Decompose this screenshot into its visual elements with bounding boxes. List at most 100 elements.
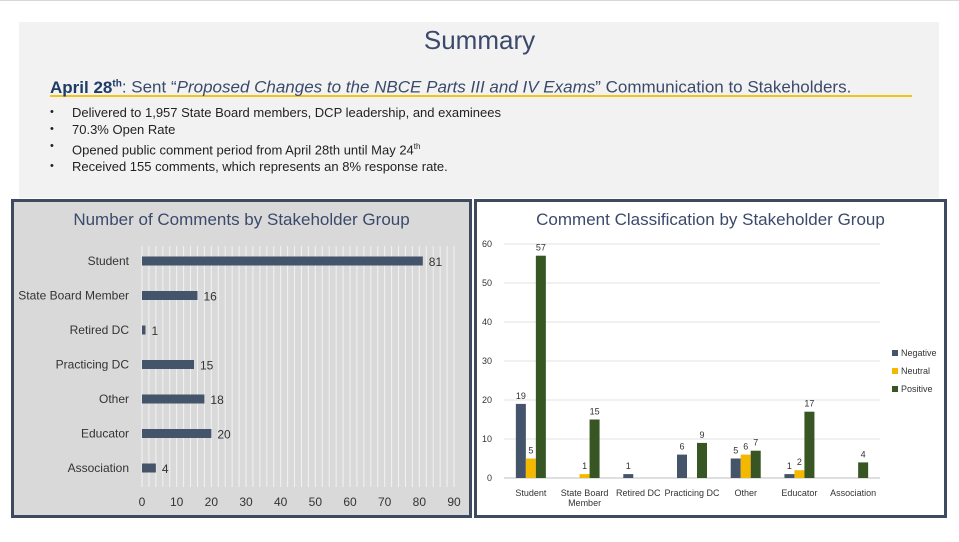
data-label: 17 [804, 399, 814, 409]
x-tick-label: 30 [239, 495, 253, 509]
bar-negative [677, 454, 687, 478]
subtitle: April 28th: Sent “Proposed Changes to th… [50, 73, 912, 97]
bar [142, 325, 146, 335]
legend-swatch [892, 368, 898, 374]
category-label: Educator [781, 488, 817, 498]
bar-positive [589, 419, 600, 478]
y-tick-label: 30 [482, 356, 492, 366]
bar-positive [535, 255, 546, 478]
subtitle-date-text: April 28 [50, 77, 113, 97]
data-label: 4 [162, 462, 169, 476]
bullet-text: Opened public comment period from April … [72, 142, 414, 158]
legend-swatch [892, 386, 898, 392]
data-label: 7 [753, 438, 758, 448]
bar [142, 394, 205, 404]
bar-neutral [579, 474, 590, 478]
x-tick-label: 60 [343, 495, 357, 509]
legend-label: Positive [901, 384, 933, 394]
subtitle-date: April 28th [50, 78, 122, 97]
bar [142, 360, 194, 369]
category-label: State Board [561, 488, 609, 498]
x-tick-label: 20 [205, 495, 219, 509]
data-label: 1 [626, 461, 631, 471]
category-label: Practicing DC [56, 358, 130, 372]
data-label: 6 [679, 442, 684, 452]
data-label: 1 [582, 461, 587, 471]
bullet-text: Received 155 comments, which represents … [72, 159, 448, 175]
bar [142, 463, 156, 473]
data-label: 16 [203, 290, 217, 304]
category-label: Association [830, 488, 876, 498]
y-tick-label: 60 [482, 239, 492, 249]
legend-label: Negative [901, 348, 937, 358]
subtitle-italic: Proposed Changes to the NBCE Parts III a… [176, 77, 596, 97]
classification-chart-title: Comment Classification by Stakeholder Gr… [536, 210, 885, 229]
bullet-item: Received 155 comments, which represents … [50, 158, 501, 175]
data-label: 5 [528, 446, 533, 456]
x-tick-label: 0 [139, 495, 146, 509]
category-label: Educator [81, 427, 129, 441]
bar-positive [858, 462, 869, 478]
y-tick-label: 50 [482, 278, 492, 288]
subtitle-post: ” Communication to Stakeholders. [595, 77, 852, 97]
bar-positive [804, 411, 815, 478]
category-label: Other [734, 488, 757, 498]
data-label: 6 [743, 442, 748, 452]
bullet-text: Delivered to 1,957 State Board members, … [72, 105, 501, 120]
data-label: 15 [590, 407, 600, 417]
data-label: 9 [699, 430, 704, 440]
category-label: Student [515, 488, 547, 498]
x-tick-label: 70 [378, 495, 392, 509]
category-label: Practicing DC [664, 488, 720, 498]
data-label: 81 [429, 255, 443, 269]
data-label: 57 [536, 243, 546, 253]
legend-swatch [892, 350, 898, 356]
legend-label: Neutral [901, 366, 930, 376]
data-label: 19 [516, 391, 526, 401]
category-label: Retired DC [616, 488, 661, 498]
bar-neutral [740, 454, 751, 478]
bar-negative [784, 474, 795, 478]
data-label: 2 [797, 457, 802, 467]
bar-negative [623, 474, 634, 478]
y-tick-label: 10 [482, 434, 492, 444]
y-tick-label: 20 [482, 395, 492, 405]
bar-neutral [525, 458, 536, 478]
data-label: 20 [217, 428, 231, 442]
data-label: 5 [733, 446, 738, 456]
top-rule [0, 0, 959, 1]
bullet-sup: th [413, 142, 421, 151]
x-tick-label: 40 [274, 495, 288, 509]
category-label: Member [568, 498, 601, 508]
data-label: 15 [200, 359, 214, 373]
subtitle-date-suffix: th [112, 78, 122, 89]
category-label: Association [68, 461, 129, 475]
subtitle-pre: : Sent “ [121, 77, 177, 97]
comments-chart-title: Number of Comments by Stakeholder Group [73, 210, 410, 229]
category-label: State Board Member [18, 289, 129, 303]
y-tick-label: 40 [482, 317, 492, 327]
comments-bar-chart: 0 10 20 30 40 50 60 70 80 90 Student 81 State Board … [18, 246, 461, 509]
bullet-item: Delivered to 1,957 State Board members, … [50, 104, 501, 121]
bar-positive [750, 450, 761, 478]
bar [142, 256, 423, 266]
bar-negative [730, 458, 741, 478]
bar [142, 291, 198, 300]
bar-positive [697, 442, 707, 478]
bar [142, 429, 212, 438]
data-label: 18 [210, 393, 224, 407]
data-label: 4 [861, 449, 866, 459]
category-label: Student [88, 254, 130, 268]
x-tick-label: 80 [413, 495, 427, 509]
x-tick-label: 10 [170, 495, 184, 509]
x-tick-label: 50 [309, 495, 323, 509]
data-label: 1 [151, 324, 158, 338]
category-label: Retired DC [70, 323, 130, 337]
summary-bullets: Delivered to 1,957 State Board members, … [50, 104, 501, 175]
data-label: 1 [787, 461, 792, 471]
y-tick-label: 0 [487, 473, 492, 483]
bar-negative [515, 403, 526, 478]
bullet-item: Opened public comment period from April … [50, 138, 501, 158]
bullet-text: 70.3% Open Rate [72, 122, 176, 137]
